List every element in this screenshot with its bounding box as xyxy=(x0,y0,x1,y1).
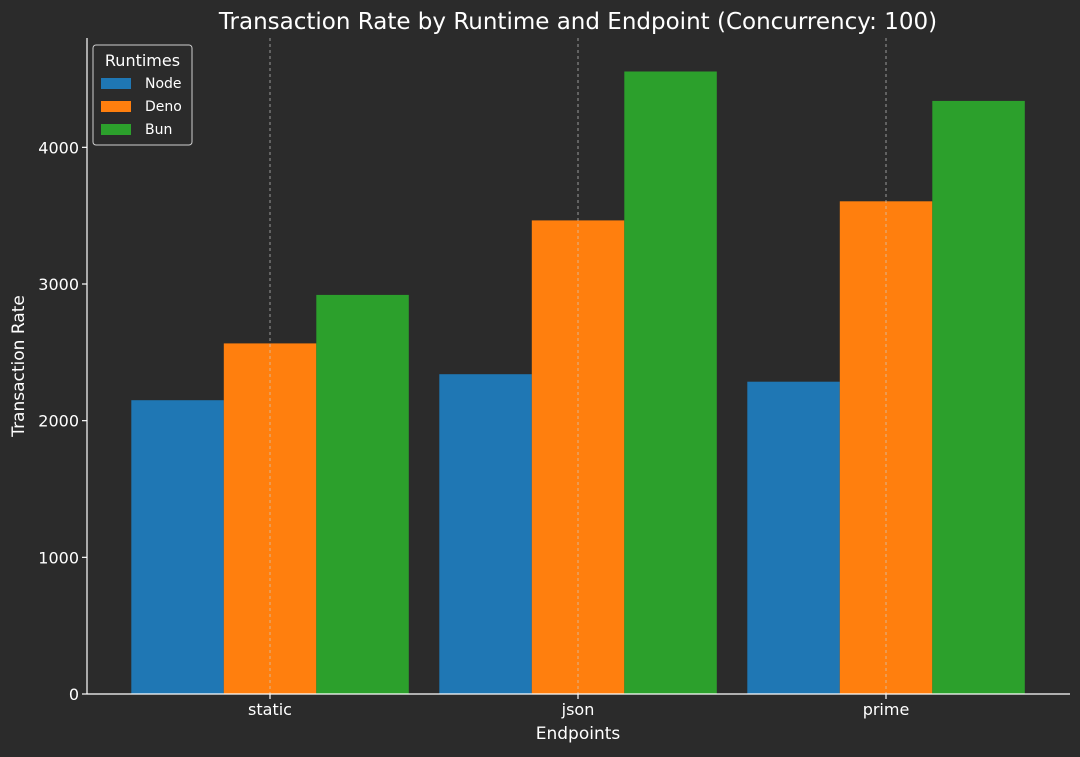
legend-swatch-bun xyxy=(101,124,131,135)
axes: 0 1000 2000 3000 4000 static json prime xyxy=(38,38,1070,719)
x-tick-label-json: json xyxy=(561,700,595,719)
legend-label-node: Node xyxy=(145,76,182,92)
bar-node-prime xyxy=(747,381,840,694)
legend-swatch-node xyxy=(101,78,131,89)
bar-node-static xyxy=(131,400,224,694)
x-axis-label: Endpoints xyxy=(536,724,621,744)
x-tick-label-prime: prime xyxy=(863,700,910,719)
y-tick-label-4000: 4000 xyxy=(38,138,79,157)
y-tick-label-1000: 1000 xyxy=(38,548,79,567)
y-tick-label-0: 0 xyxy=(69,685,79,704)
bar-bun-json xyxy=(624,71,717,694)
legend-label-deno: Deno xyxy=(145,99,182,115)
legend-label-bun: Bun xyxy=(145,122,172,138)
legend-box xyxy=(92,44,193,146)
y-tick-label-3000: 3000 xyxy=(38,275,79,294)
x-tick-label-static: static xyxy=(248,700,292,719)
bar-bun-static xyxy=(316,294,409,694)
legend: Runtimes Node Deno Bun xyxy=(92,44,193,146)
bar-bun-prime xyxy=(932,100,1025,694)
legend-title: Runtimes xyxy=(105,51,180,70)
y-axis-label: Transaction Rate xyxy=(9,295,29,438)
chart-title: Transaction Rate by Runtime and Endpoint… xyxy=(218,9,937,35)
y-tick-label-2000: 2000 xyxy=(38,412,79,431)
grid-lines xyxy=(269,38,887,694)
legend-swatch-deno xyxy=(101,101,131,112)
bar-node-json xyxy=(439,374,532,694)
